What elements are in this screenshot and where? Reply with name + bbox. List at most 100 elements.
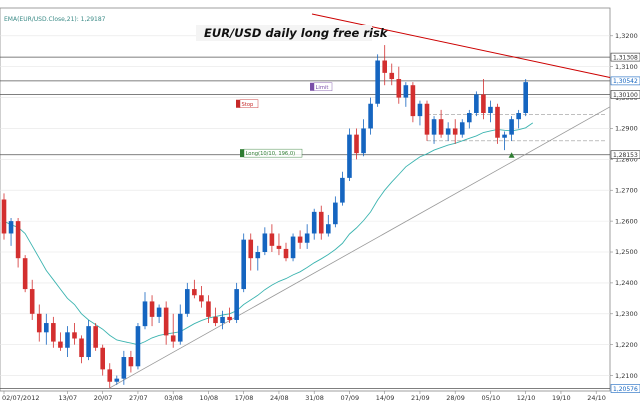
candle-down xyxy=(128,357,134,367)
x-tick-label: 14/09 xyxy=(376,394,395,402)
price-tag-label: 1,31308 xyxy=(613,54,638,61)
candle-down xyxy=(199,295,204,302)
candle-down xyxy=(163,307,169,336)
candle-up xyxy=(516,113,521,120)
x-tick-label: 24/10 xyxy=(587,394,606,402)
candle-up xyxy=(114,378,120,382)
y-tick-label: 1,2900 xyxy=(615,125,638,133)
x-tick-label: 21/09 xyxy=(411,394,430,402)
ema-line xyxy=(3,122,534,346)
x-tick-label: 05/10 xyxy=(481,394,500,402)
x-tick-label: 17/08 xyxy=(235,394,254,402)
candle-up xyxy=(333,202,338,225)
candle-up xyxy=(326,224,331,234)
candle-down xyxy=(248,239,254,259)
annotation-label: Long(10/10, 196,0) xyxy=(246,151,296,157)
candle-up xyxy=(185,289,190,314)
candle-down xyxy=(452,128,458,135)
candle-up xyxy=(431,119,437,135)
x-tick-label: 03/08 xyxy=(164,394,183,402)
candle-up xyxy=(142,301,148,327)
x-tick-label: 28/09 xyxy=(446,394,465,402)
candle-down xyxy=(213,316,218,324)
x-tick-label: 02/07/2012 xyxy=(2,394,39,402)
candle-down xyxy=(269,233,275,246)
candle-down xyxy=(170,335,176,342)
candle-up xyxy=(255,252,261,259)
plot-frame xyxy=(0,7,611,392)
candle-up xyxy=(375,60,380,104)
candle-down xyxy=(318,211,324,234)
candle-up xyxy=(220,316,225,324)
x-tick-label: 20/07 xyxy=(94,394,113,402)
x-tick-label: 10/08 xyxy=(199,394,218,402)
candle-up xyxy=(502,134,507,138)
candle-up xyxy=(523,82,528,114)
candle-down xyxy=(107,369,113,382)
y-tick-label: 1,2800 xyxy=(615,156,638,164)
x-tick-label: 13/07 xyxy=(58,394,77,402)
candle-up xyxy=(445,128,451,135)
annotation-box xyxy=(239,99,259,108)
candle-up xyxy=(488,106,493,114)
price-tag-label: 1,30542 xyxy=(613,78,638,85)
candle-down xyxy=(382,60,387,73)
candle-down xyxy=(100,347,105,370)
price-tag-box xyxy=(610,384,640,393)
candle-up xyxy=(8,221,14,234)
candle-up xyxy=(304,233,310,243)
candle-down xyxy=(354,134,359,154)
candle-down xyxy=(15,221,21,259)
candle-down xyxy=(93,326,98,348)
candle-up xyxy=(177,313,183,342)
candle-down xyxy=(51,323,56,342)
candle-up xyxy=(65,332,70,348)
candle-up xyxy=(368,103,373,129)
y-tick-label: 1,2500 xyxy=(615,248,638,256)
candle-up xyxy=(156,307,162,317)
x-tick-label: 31/08 xyxy=(305,394,324,402)
annotation-label: Stop xyxy=(242,102,255,108)
candle-down xyxy=(424,103,430,135)
candle-up xyxy=(121,357,127,379)
x-tick-label: 19/10 xyxy=(552,394,571,402)
candle-up xyxy=(474,94,479,114)
candle-down xyxy=(206,301,211,317)
candle-down xyxy=(58,341,63,348)
candle-up xyxy=(241,239,246,290)
price-tag-box xyxy=(610,52,640,62)
candle-down xyxy=(29,289,35,314)
candle-up xyxy=(86,326,91,358)
y-tick-label: 1,3100 xyxy=(615,63,638,71)
candle-down xyxy=(438,119,444,135)
price-tag-label: 1,20576 xyxy=(613,386,638,393)
candle-up xyxy=(361,128,366,154)
candle-down xyxy=(22,258,28,290)
candle-down xyxy=(297,236,303,243)
candle-down xyxy=(495,106,500,138)
candle-down xyxy=(149,301,155,317)
annotation-label: Limit xyxy=(316,85,329,91)
candle-up xyxy=(234,289,239,320)
candle-up xyxy=(44,323,49,333)
candle-up xyxy=(467,113,472,123)
entry-arrow xyxy=(508,152,515,158)
price-tag-box xyxy=(610,150,640,160)
candle-down xyxy=(1,199,7,234)
candle-up xyxy=(290,236,296,259)
annotation-box xyxy=(313,82,333,92)
candle-down xyxy=(192,289,197,296)
title-backdrop xyxy=(196,25,372,41)
candle-down xyxy=(396,79,402,98)
annotation-marker xyxy=(236,99,240,108)
y-tick-label: 1,2300 xyxy=(615,310,638,318)
y-tick-label: 1,2100 xyxy=(615,372,638,380)
price-tag-label: 1,28153 xyxy=(613,152,638,159)
candle-down xyxy=(276,245,282,249)
candle-down xyxy=(36,313,42,333)
annotation-marker xyxy=(240,149,244,158)
candle-up xyxy=(340,177,345,203)
x-tick-label: 27/07 xyxy=(129,394,148,402)
